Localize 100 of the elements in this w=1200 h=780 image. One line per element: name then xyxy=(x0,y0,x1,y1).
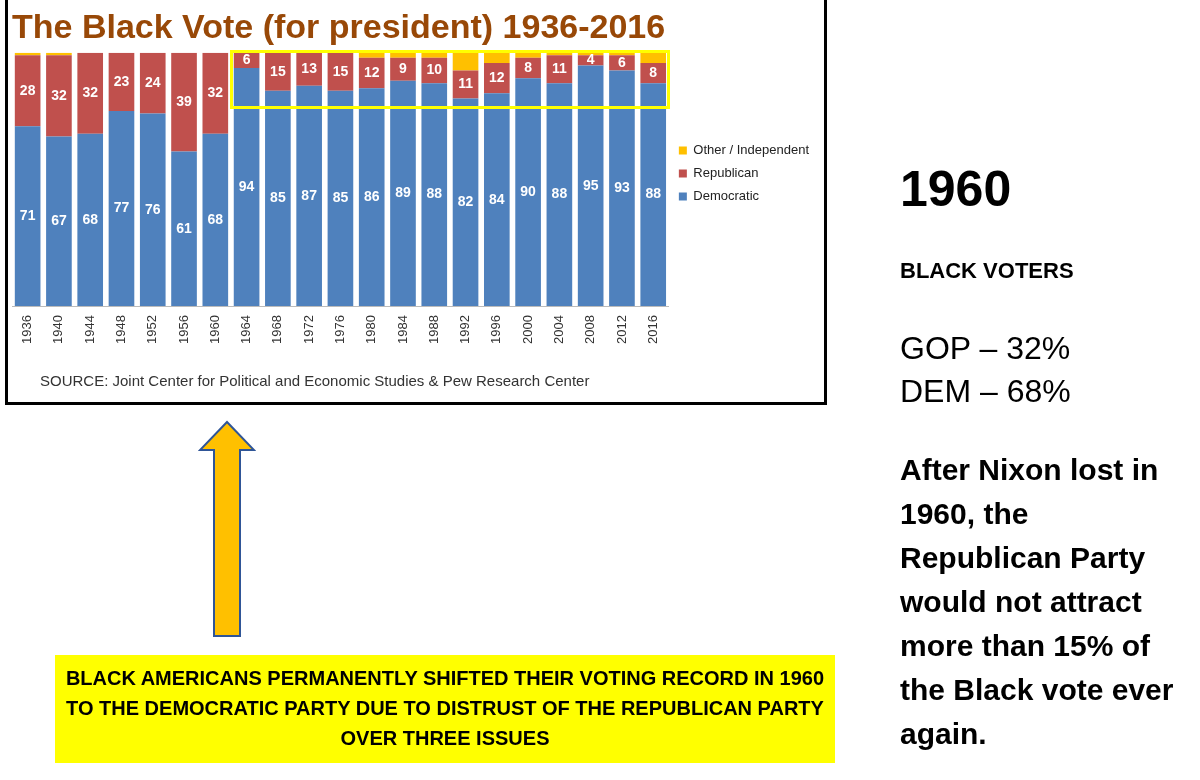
data-label: 28 xyxy=(19,81,36,98)
bar xyxy=(265,52,291,91)
bar xyxy=(139,52,166,114)
bar xyxy=(640,52,667,63)
data-label: 13 xyxy=(301,60,318,77)
bar xyxy=(452,52,479,71)
legend-label: Other / Independent xyxy=(693,142,810,158)
data-label: 12 xyxy=(489,68,505,85)
data-label: 85 xyxy=(332,189,349,206)
text: After Nixon lost in 1960, the Republican Party would not attract more than 15% of the Black vote ever again. xyxy=(900,452,1175,752)
data-label: 8 xyxy=(524,58,533,75)
data-label: 9 xyxy=(399,60,408,77)
data-label: 11 xyxy=(551,60,567,77)
bar xyxy=(46,55,72,137)
bar xyxy=(233,68,260,307)
data-label: 8 xyxy=(649,63,658,80)
data-label: 88 xyxy=(426,185,443,202)
bar xyxy=(202,52,229,134)
data-label: 15 xyxy=(332,62,349,79)
data-label: 93 xyxy=(614,179,630,196)
bar xyxy=(296,85,322,307)
bar xyxy=(421,83,448,307)
bar xyxy=(609,55,635,71)
bar xyxy=(390,57,416,81)
x-tick-label: 2000 xyxy=(519,315,535,344)
data-label: 85 xyxy=(270,189,286,206)
x-tick-label: 2012 xyxy=(613,315,629,344)
bar xyxy=(609,70,635,307)
x-tick-label: 2016 xyxy=(644,315,660,344)
bar xyxy=(77,52,104,134)
bar xyxy=(108,111,135,307)
data-label: 77 xyxy=(113,199,130,216)
bar xyxy=(640,83,667,307)
data-label: 95 xyxy=(582,176,599,193)
bar xyxy=(577,65,604,307)
bar xyxy=(296,52,322,86)
bar xyxy=(484,52,510,63)
data-label: 67 xyxy=(51,212,67,229)
x-tick-label: 1984 xyxy=(394,315,410,344)
bar xyxy=(515,78,541,307)
bar xyxy=(108,52,135,112)
x-tick-label: 1948 xyxy=(113,315,129,344)
bar xyxy=(390,52,416,58)
data-label: 23 xyxy=(113,72,130,89)
data-label: 68 xyxy=(207,210,224,227)
source-note: SOURCE: Joint Center for Political and Economic Studies & Pew Research Center xyxy=(40,372,590,389)
x-tick-label: 1976 xyxy=(332,315,348,344)
bar xyxy=(14,55,41,127)
x-tick-label: 1972 xyxy=(300,315,316,344)
bar xyxy=(327,90,354,307)
data-label: 32 xyxy=(51,86,67,103)
data-label: 32 xyxy=(207,84,224,101)
data-label: 6 xyxy=(618,53,627,70)
bar xyxy=(14,126,41,307)
data-label: 32 xyxy=(82,84,99,101)
x-tick-label: 1964 xyxy=(238,315,254,344)
text: DEM – 68% xyxy=(900,373,1071,410)
data-label: 88 xyxy=(645,185,662,202)
bar xyxy=(171,52,197,152)
data-label: 94 xyxy=(238,177,255,194)
bar xyxy=(390,80,416,307)
data-label: 11 xyxy=(458,75,474,92)
data-label: 61 xyxy=(176,219,193,236)
data-label: 4 xyxy=(586,51,595,68)
data-label: 71 xyxy=(19,207,36,224)
x-tick-label: 1940 xyxy=(50,315,66,344)
x-tick-label: 1936 xyxy=(19,315,35,344)
legend-label: Democratic xyxy=(693,188,760,204)
x-tick-label: 1980 xyxy=(363,315,379,344)
data-label: 86 xyxy=(363,188,380,205)
data-label: 10 xyxy=(426,61,443,78)
bar xyxy=(139,113,166,307)
bar xyxy=(358,52,385,58)
text: GOP – 32% xyxy=(900,330,1071,367)
bar xyxy=(421,52,448,58)
data-label: 87 xyxy=(301,186,318,203)
chart-title: The Black Vote (for president) 1936-2016 xyxy=(12,6,666,45)
bar xyxy=(452,98,479,307)
bar xyxy=(202,133,229,307)
data-label: 76 xyxy=(144,200,161,217)
text: BLACK VOTERS xyxy=(900,258,1074,284)
x-tick-label: 1960 xyxy=(206,315,222,344)
data-label: 6 xyxy=(242,51,251,68)
bar xyxy=(46,136,72,307)
x-tick-label: 1968 xyxy=(269,315,285,344)
x-tick-label: 1988 xyxy=(425,315,441,344)
data-label: 12 xyxy=(363,63,380,80)
data-label: 15 xyxy=(270,62,286,79)
text: BLACK AMERICANS PERMANENTLY SHIFTED THEIR VOTING RECORD IN 1960 TO THE DEMOCRATIC PARTY DUE TO DISTRUST OF THE REPUBLICAN PARTY OVER THREE ISSUES xyxy=(55,655,835,763)
data-label: 68 xyxy=(82,210,99,227)
bar xyxy=(358,88,385,307)
x-tick-label: 1996 xyxy=(488,315,504,344)
x-tick-label: 2008 xyxy=(582,315,598,344)
x-tick-label: 2004 xyxy=(550,315,566,344)
x-tick-label: 1952 xyxy=(144,315,160,344)
data-label: 24 xyxy=(144,74,161,91)
data-label: 88 xyxy=(551,185,568,202)
legend-label: Republican xyxy=(693,165,759,181)
data-label: 39 xyxy=(176,93,193,110)
x-tick-label: 1944 xyxy=(81,315,97,344)
